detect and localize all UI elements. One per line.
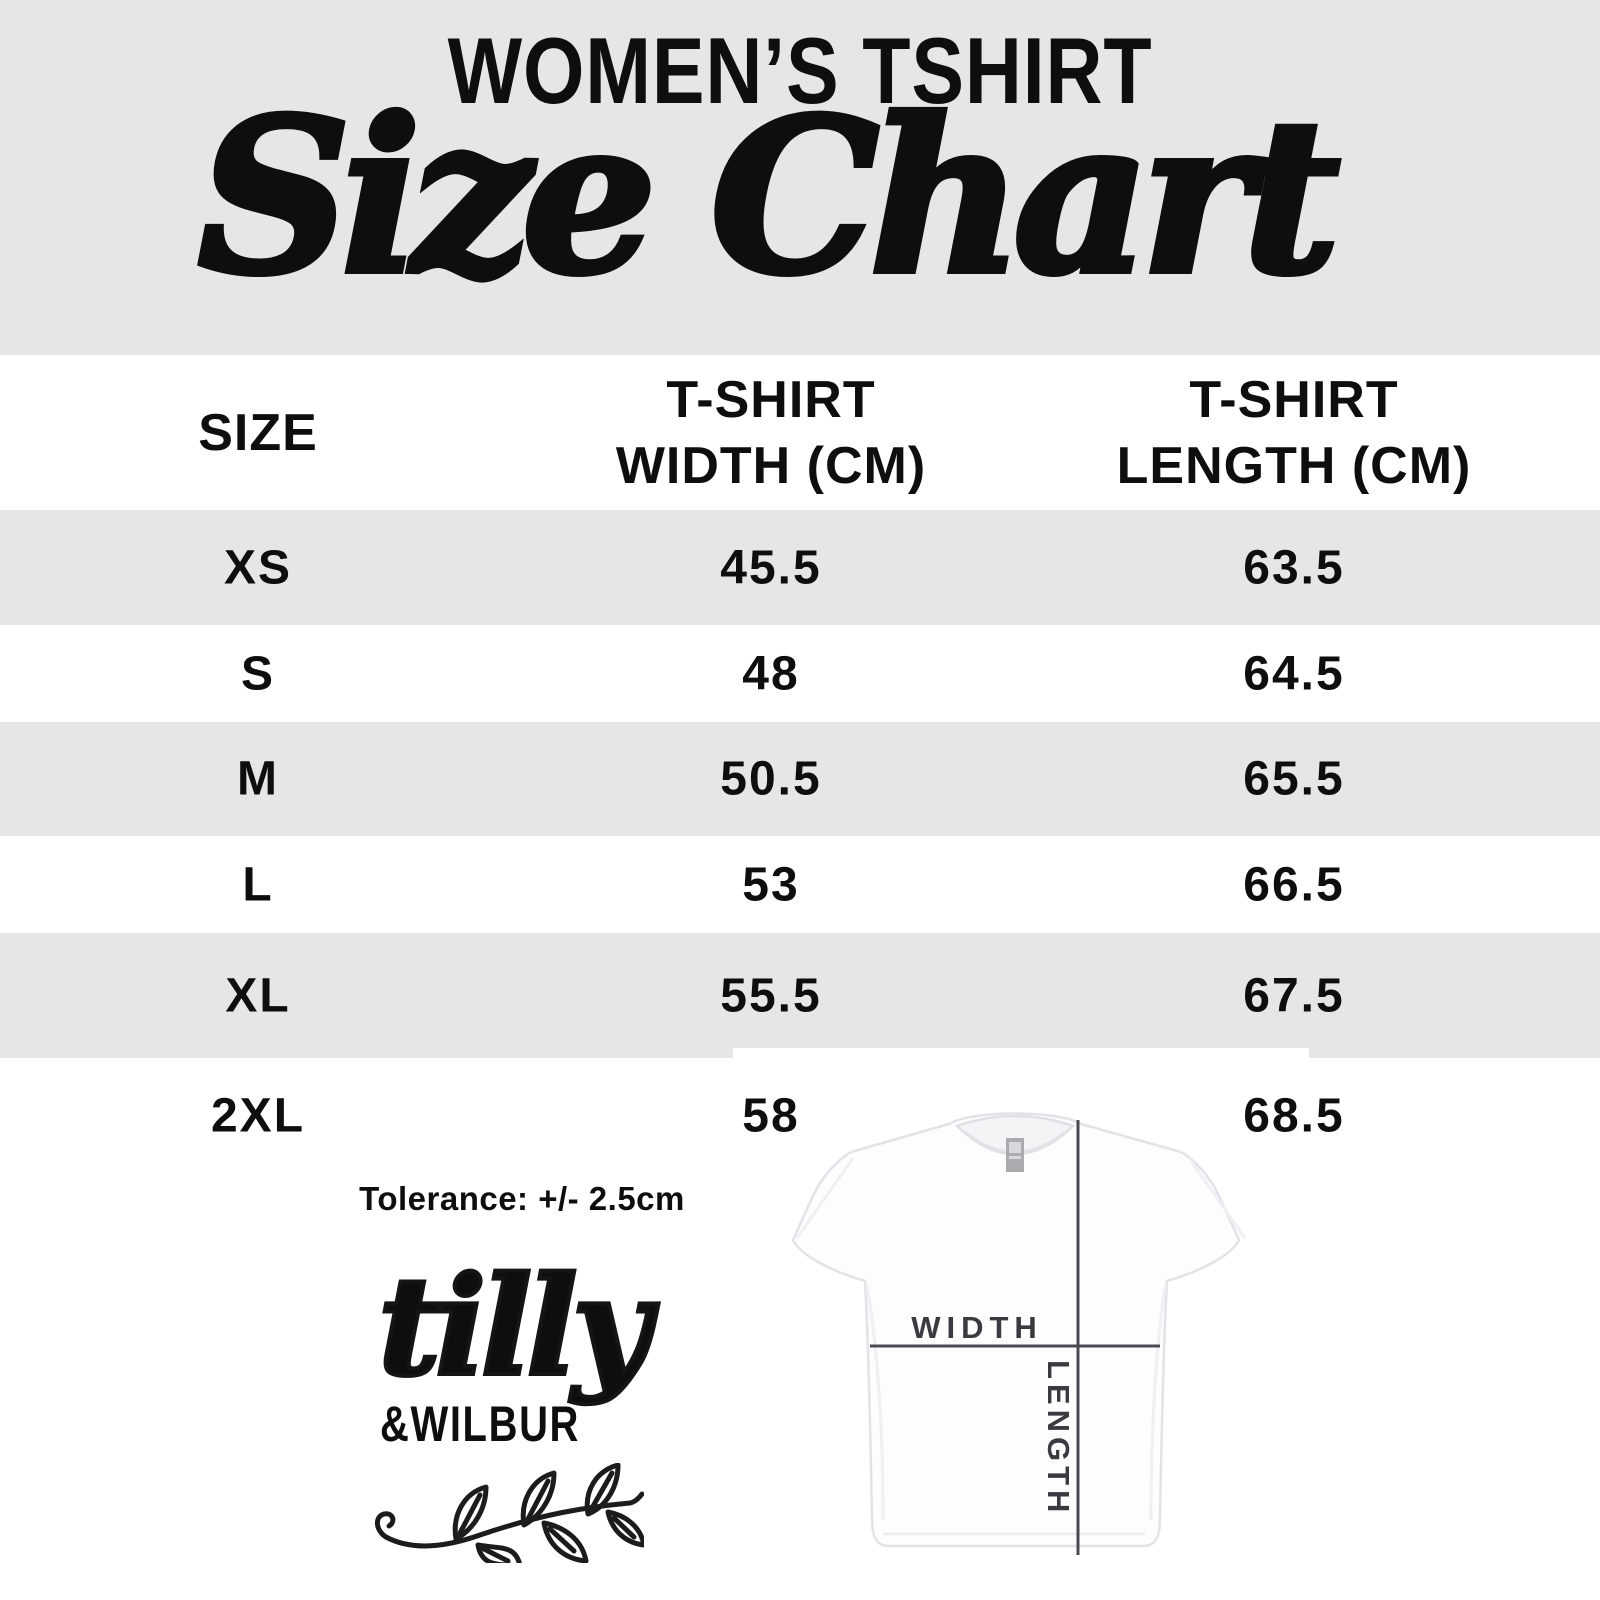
- table-row-l: L 53 66.5: [0, 836, 1600, 933]
- width-value: 58: [742, 1089, 800, 1142]
- column-header-width: T-SHIRT WIDTH (CM): [616, 367, 926, 499]
- table-row-xl: XL 55.5 67.5: [0, 933, 1600, 1058]
- width-value: 53: [742, 858, 800, 911]
- size-label: S: [240, 647, 276, 700]
- column-header-length-line1: T-SHIRT: [1189, 370, 1399, 429]
- size-table: SIZE T-SHIRT WIDTH (CM) T-SHIRT LENGTH (…: [0, 355, 1600, 1173]
- length-value: 66.5: [1243, 858, 1345, 911]
- size-label: XL: [225, 969, 291, 1022]
- length-value: 68.5: [1243, 1089, 1345, 1142]
- column-header-length: T-SHIRT LENGTH (CM): [1117, 367, 1472, 499]
- length-value: 65.5: [1243, 752, 1345, 806]
- header-banner: WOMEN’S TSHIRT Size Chart: [0, 0, 1600, 355]
- brand-name-caps: &WILBUR: [380, 1395, 581, 1452]
- length-value: 67.5: [1243, 969, 1345, 1022]
- length-label: LENGTH: [1041, 1360, 1076, 1517]
- page-title: Size Chart: [195, 72, 1344, 321]
- size-label: L: [242, 858, 274, 911]
- table-header-row: SIZE T-SHIRT WIDTH (CM) T-SHIRT LENGTH (…: [0, 355, 1600, 510]
- size-label: 2XL: [210, 1089, 306, 1142]
- size-label: M: [237, 752, 279, 806]
- table-row-xs: XS 45.5 63.5: [0, 510, 1600, 625]
- brand-name-script: tilly: [376, 1247, 653, 1407]
- tshirt-diagram: WIDTH LENGTH: [733, 1048, 1309, 1600]
- column-header-size: SIZE: [198, 403, 318, 462]
- brand-logo: tilly &WILBUR: [368, 1247, 678, 1569]
- width-value: 55.5: [720, 969, 822, 1022]
- length-value: 63.5: [1243, 541, 1345, 594]
- tshirt-illustration: WIDTH LENGTH: [791, 1112, 1247, 1555]
- length-value: 64.5: [1243, 647, 1345, 700]
- width-value: 50.5: [720, 752, 822, 806]
- width-value: 48: [742, 647, 800, 700]
- laurel-branch-icon: [372, 1462, 678, 1569]
- size-label: XS: [223, 541, 293, 594]
- banner-subtitle: WOMEN’S TSHIRT: [447, 18, 1153, 123]
- column-header-width-line1: T-SHIRT: [666, 370, 876, 429]
- table-row-s: S 48 64.5: [0, 625, 1600, 722]
- tshirt-body: [791, 1112, 1241, 1548]
- width-value: 45.5: [720, 541, 822, 594]
- column-header-width-line2: WIDTH (CM): [615, 436, 927, 495]
- column-header-length-line2: LENGTH (CM): [1116, 436, 1472, 495]
- table-row-2xl: 2XL 58 68.5: [0, 1058, 1600, 1173]
- table-row-m: M 50.5 65.5: [0, 722, 1600, 836]
- tolerance-note: Tolerance: +/- 2.5cm: [359, 1180, 685, 1217]
- width-label: WIDTH: [911, 1310, 1043, 1345]
